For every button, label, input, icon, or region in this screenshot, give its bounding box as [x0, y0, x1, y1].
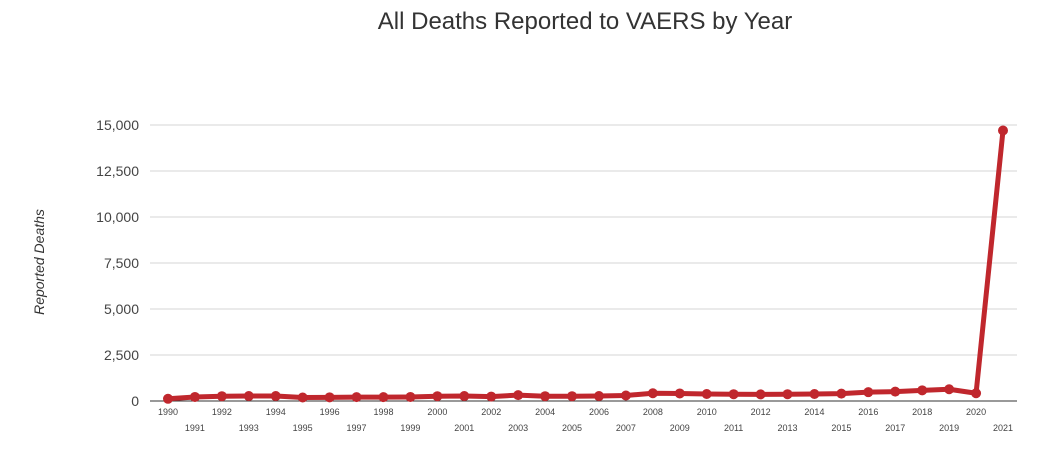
data-point [593, 391, 604, 402]
x-tick-label: 2012 [751, 407, 771, 417]
x-tick-label: 2016 [858, 407, 878, 417]
x-tick-label: 1994 [266, 407, 286, 417]
data-point [836, 388, 847, 399]
series-layer [163, 125, 1008, 404]
x-tick-label: 2019 [939, 423, 959, 433]
x-tick-label: 2005 [562, 423, 582, 433]
data-point [459, 391, 470, 402]
data-point [701, 389, 712, 400]
x-tick-label: 2021 [993, 423, 1013, 433]
data-point [351, 392, 362, 403]
data-point [809, 389, 820, 400]
gridlines [150, 124, 1017, 356]
data-point [405, 391, 416, 402]
data-point [270, 391, 281, 402]
data-point [324, 392, 335, 403]
x-tick-label: 2006 [589, 407, 609, 417]
x-tick-label: 2015 [831, 423, 851, 433]
x-tick-label: 1992 [212, 407, 232, 417]
data-point [998, 125, 1008, 136]
data-point [567, 391, 578, 402]
data-point [297, 392, 308, 403]
y-tick-label: 15,000 [96, 117, 139, 133]
data-point [378, 392, 389, 403]
y-tick-label: 2,500 [104, 347, 139, 363]
data-point [163, 393, 173, 404]
data-point [755, 389, 766, 400]
x-tick-label: 2002 [481, 407, 501, 417]
data-point [944, 384, 955, 395]
data-point [728, 389, 739, 400]
x-tick-label: 1995 [293, 423, 313, 433]
x-tick-label: 2010 [697, 407, 717, 417]
y-tick-label: 10,000 [96, 209, 139, 225]
y-tick-label: 12,500 [96, 163, 139, 179]
x-tick-label: 2017 [885, 423, 905, 433]
data-point [863, 387, 874, 398]
y-tick-label: 7,500 [104, 255, 139, 271]
x-tick-label: 2011 [724, 423, 743, 433]
x-tick-label: 1996 [320, 407, 340, 417]
x-tick-label: 2013 [778, 423, 798, 433]
data-point [620, 390, 631, 401]
data-point [540, 391, 551, 402]
data-point [243, 391, 254, 402]
y-tick-label: 0 [131, 393, 139, 409]
data-point [432, 391, 443, 402]
data-point [486, 391, 497, 402]
data-point [890, 386, 901, 397]
y-axis-ticks: 0 2,500 5,000 7,500 10,000 12,500 15,000 [96, 117, 139, 409]
x-tick-label: 2014 [804, 407, 824, 417]
x-tick-label: 1997 [347, 423, 367, 433]
data-point [917, 385, 928, 396]
x-tick-label: 2004 [535, 407, 555, 417]
x-tick-label: 2020 [966, 407, 986, 417]
data-point [647, 388, 658, 399]
y-tick-label: 5,000 [104, 301, 139, 317]
x-tick-label: 1991 [185, 423, 205, 433]
x-tick-label: 2009 [670, 423, 690, 433]
data-point [189, 391, 200, 402]
data-point [216, 391, 227, 402]
x-tick-label: 1998 [373, 407, 393, 417]
x-tick-label: 2018 [912, 407, 932, 417]
x-axis-ticks: 1990 1991 1992 1993 1994 1995 1996 1997 1998 1999… [158, 407, 1013, 433]
x-tick-label: 2003 [508, 423, 528, 433]
x-tick-label: 2007 [616, 423, 636, 433]
x-tick-label: 2000 [427, 407, 447, 417]
y-axis-title: Reported Deaths [31, 209, 47, 315]
x-tick-label: 2001 [454, 423, 474, 433]
data-point [674, 388, 685, 399]
chart-title: All Deaths Reported to VAERS by Year [377, 8, 793, 35]
x-tick-label: 1993 [239, 423, 259, 433]
data-point [782, 389, 793, 400]
x-tick-label: 1999 [400, 423, 420, 433]
data-point [971, 388, 982, 399]
data-point [513, 390, 524, 401]
x-tick-label: 2008 [643, 407, 663, 417]
x-tick-label: 1990 [158, 407, 178, 417]
